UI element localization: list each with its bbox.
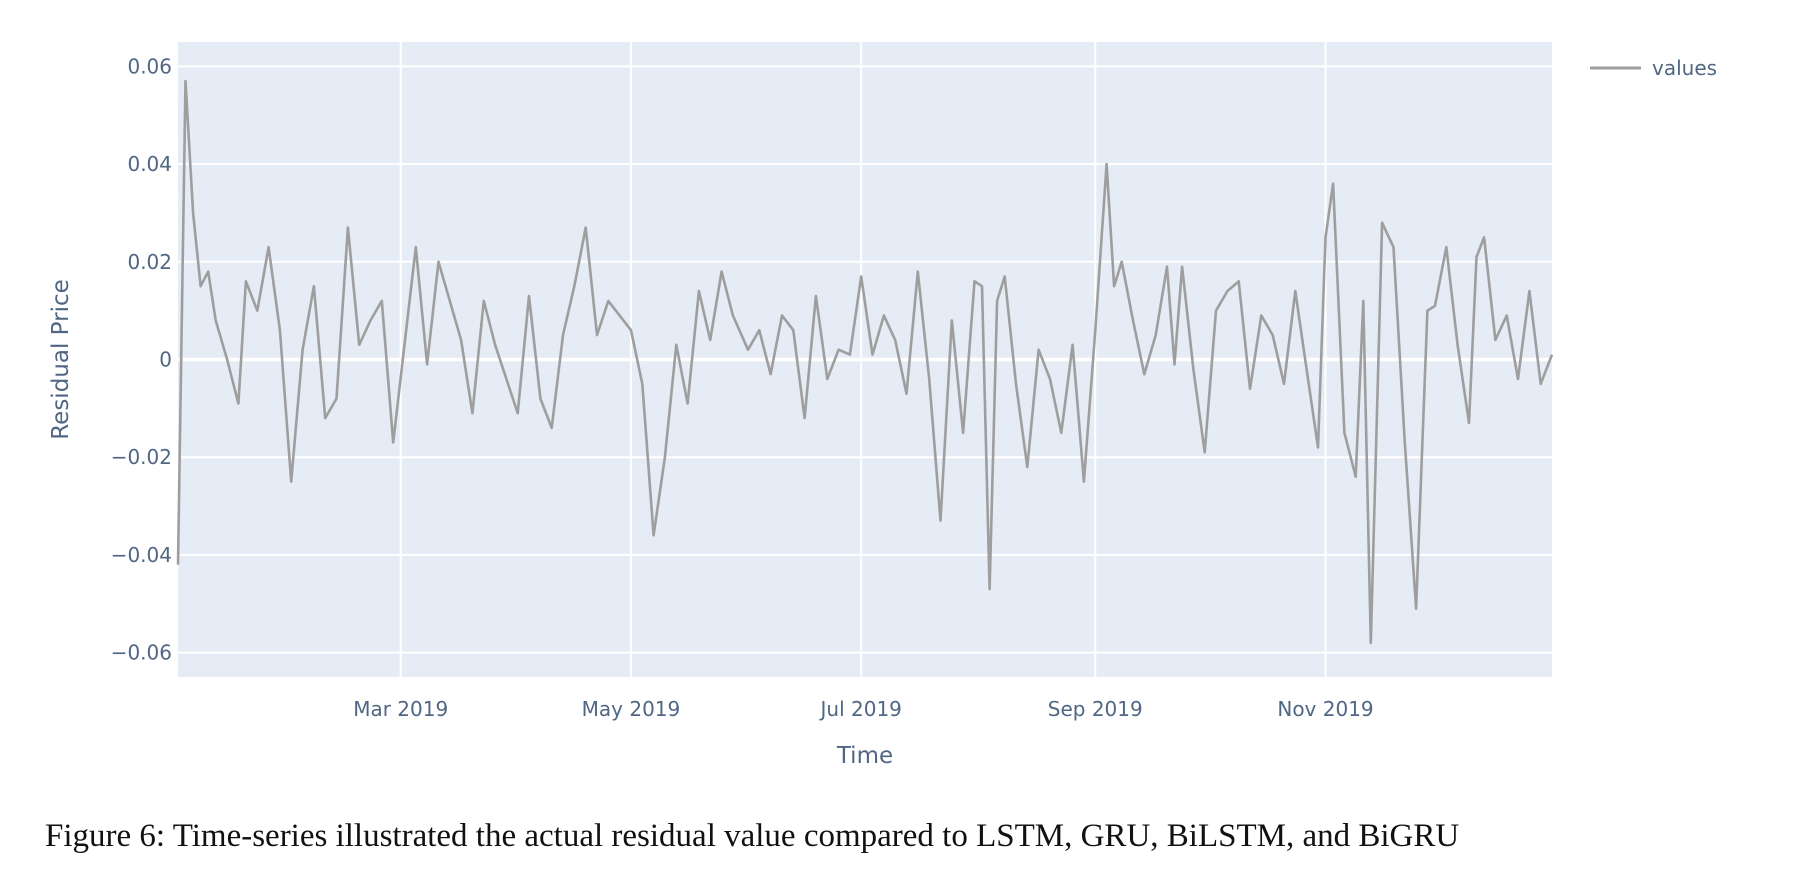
y-axis-title: Residual Price bbox=[48, 279, 74, 440]
y-tick-label: 0.02 bbox=[127, 250, 172, 274]
y-tick-label: −0.06 bbox=[111, 641, 172, 665]
y-tick-label: −0.02 bbox=[111, 445, 172, 469]
series-lines bbox=[176, 79, 1554, 645]
y-tick-label: 0 bbox=[159, 348, 172, 372]
x-tick-label: May 2019 bbox=[582, 697, 681, 721]
series-line-values bbox=[176, 79, 1554, 645]
y-tick-labels: 0.06 0.04 0.02 0 −0.02 −0.04 −0.06 bbox=[111, 54, 172, 664]
y-tick-label: 0.06 bbox=[127, 54, 172, 78]
x-tick-labels: Mar 2019 May 2019 Jul 2019 Sep 2019 Nov 2019 bbox=[353, 697, 1373, 721]
gridlines bbox=[178, 42, 1552, 677]
x-tick-label: Jul 2019 bbox=[819, 697, 902, 721]
figure-caption: Figure 6: Time-series illustrated the ac… bbox=[45, 818, 1460, 854]
x-axis-title: Time bbox=[836, 743, 893, 769]
x-tick-label: Sep 2019 bbox=[1048, 697, 1143, 721]
chart-canvas: 0.06 0.04 0.02 0 −0.02 −0.04 −0.06 Mar 2019 May… bbox=[48, 42, 1717, 769]
y-tick-label: −0.04 bbox=[111, 543, 172, 567]
x-tick-label: Nov 2019 bbox=[1277, 697, 1373, 721]
legend-label: values bbox=[1652, 56, 1717, 80]
y-tick-label: 0.04 bbox=[127, 152, 172, 176]
x-tick-label: Mar 2019 bbox=[353, 697, 448, 721]
legend: values bbox=[1590, 56, 1717, 80]
